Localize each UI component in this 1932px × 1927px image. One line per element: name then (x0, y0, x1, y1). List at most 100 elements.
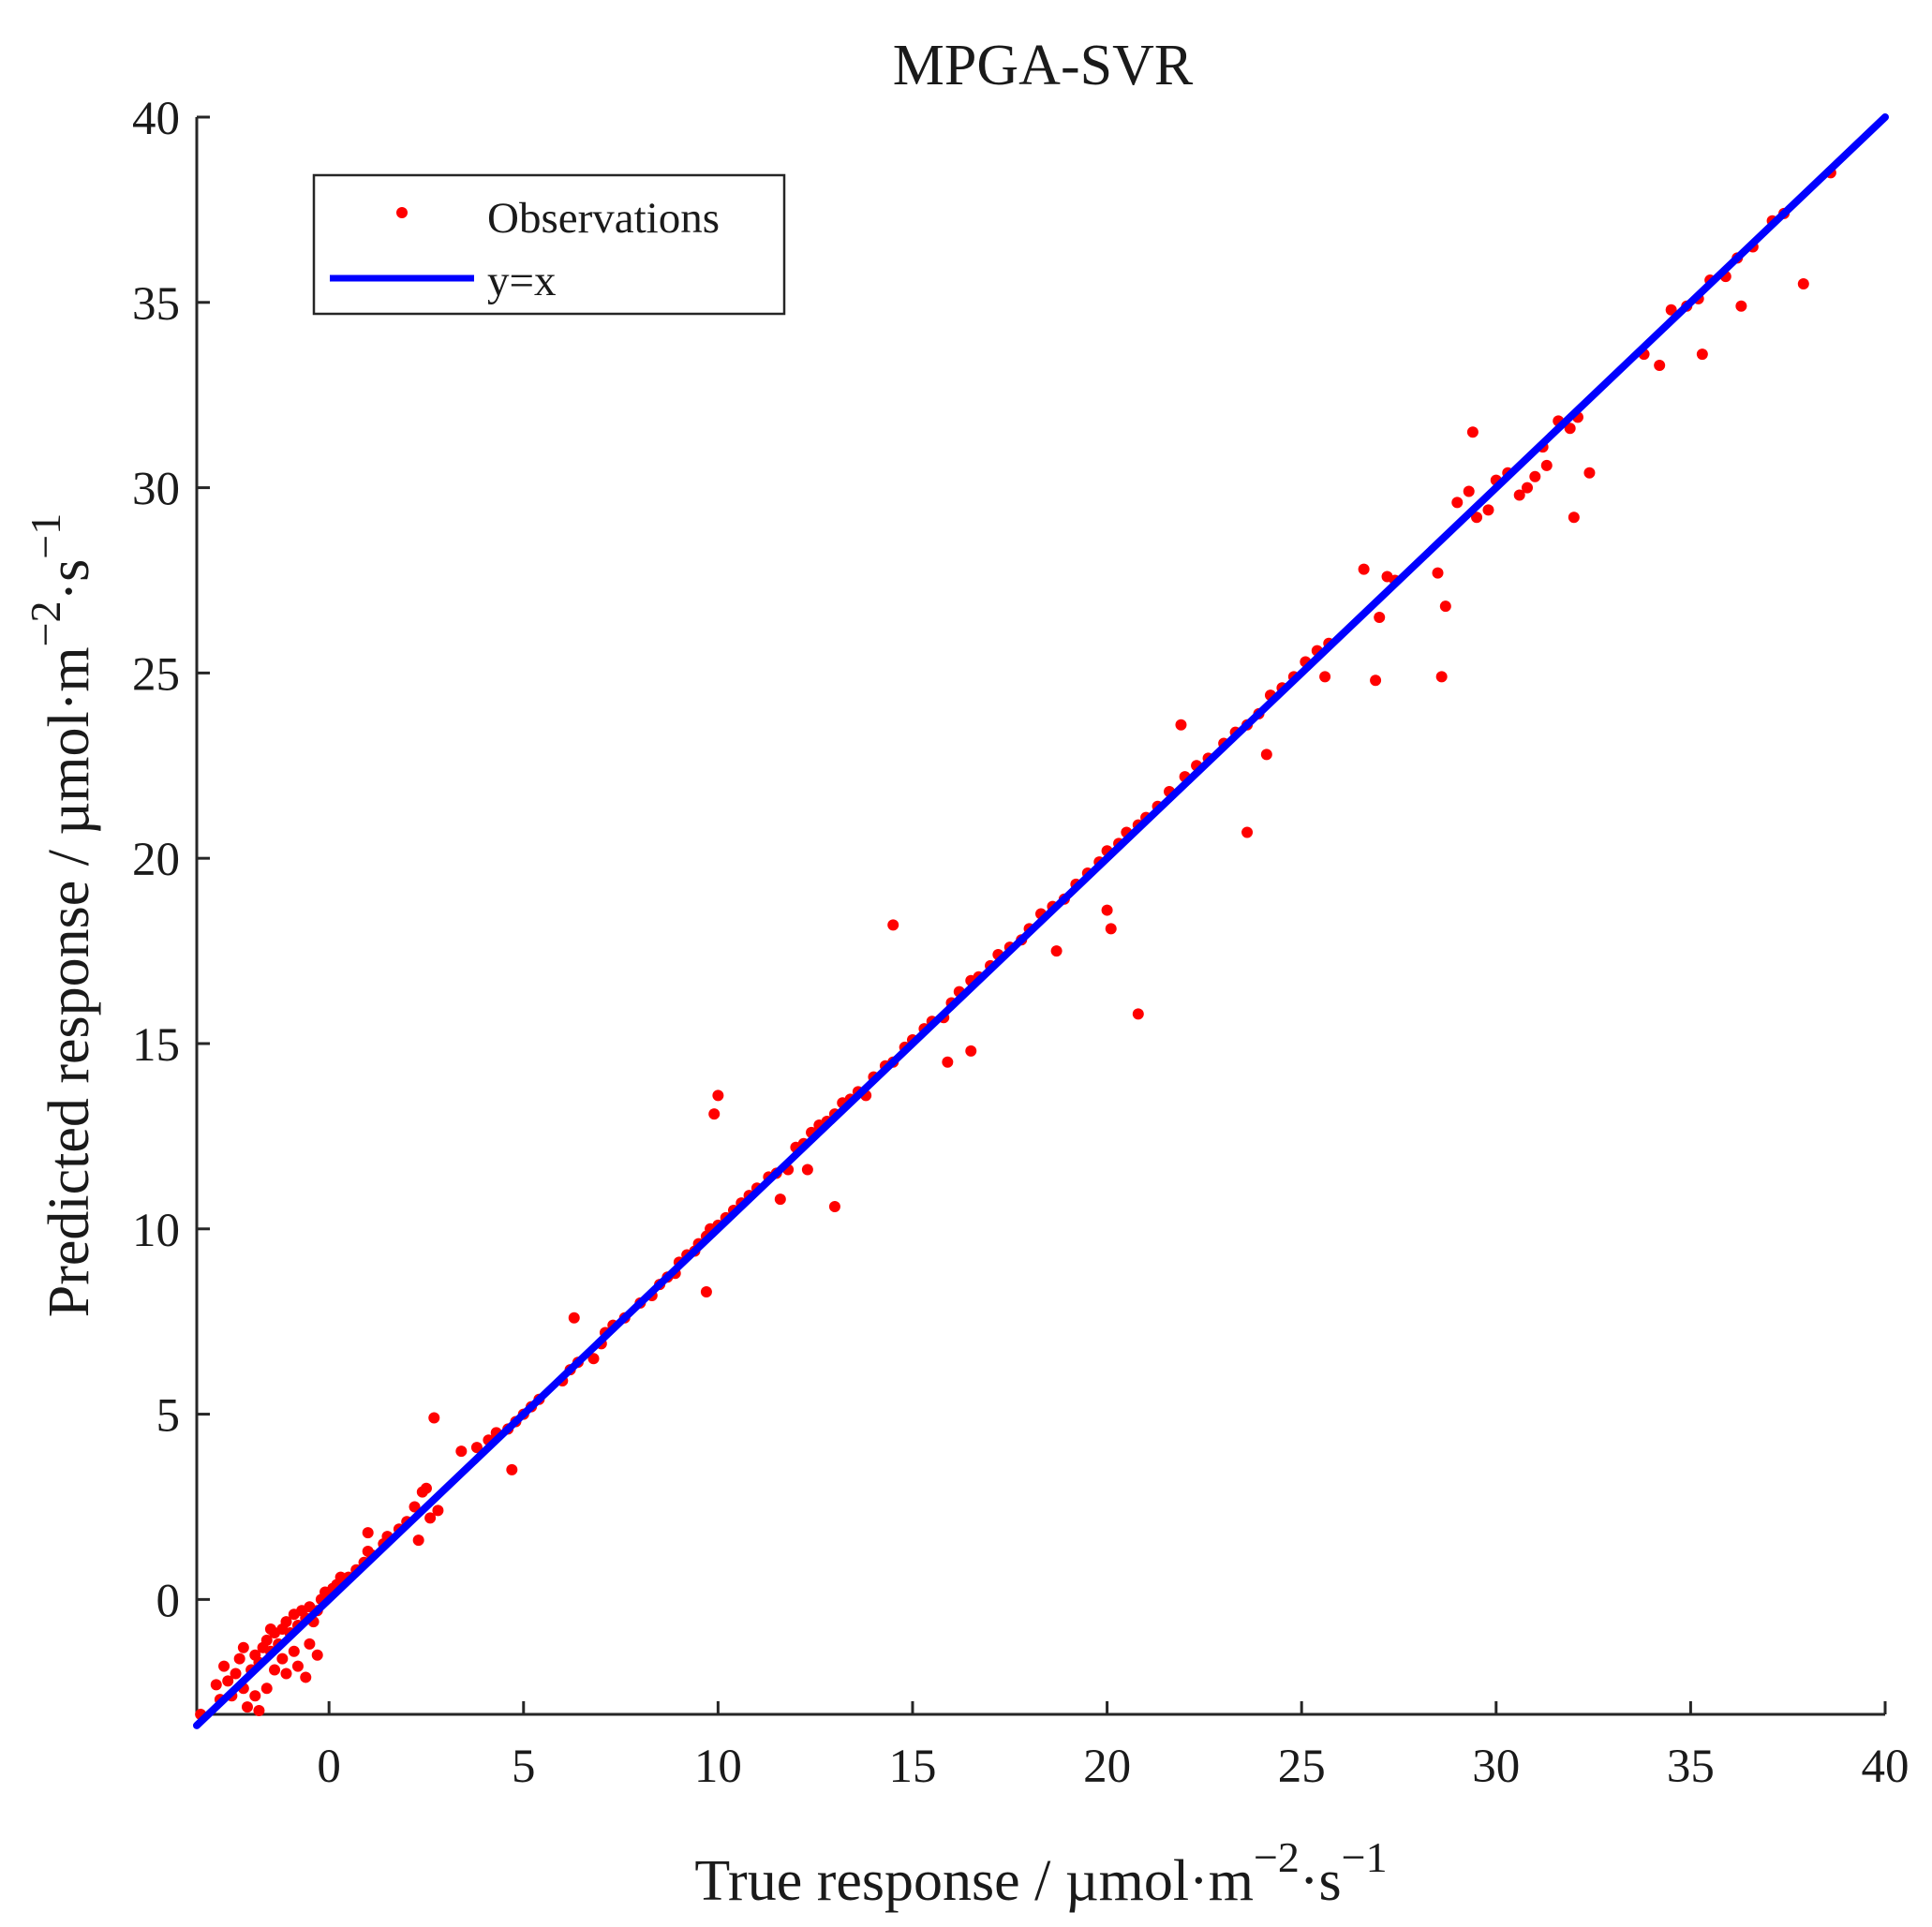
observation-point (965, 1045, 977, 1057)
x-tick-label: 15 (888, 1741, 936, 1793)
chart-title: MPGA-SVR (893, 34, 1194, 97)
observation-point (222, 1675, 234, 1687)
observation-point (1370, 674, 1382, 687)
y-tick-label: 5 (156, 1390, 181, 1443)
observation-point (942, 1056, 954, 1068)
observation-point (1050, 945, 1063, 957)
observation-point (1175, 719, 1187, 731)
x-tick-label: 5 (512, 1741, 536, 1793)
observation-point (280, 1668, 292, 1680)
observation-point (1319, 671, 1331, 683)
observation-point (774, 1193, 786, 1206)
identity-line-layer (193, 113, 1889, 1729)
observation-point (1374, 612, 1386, 624)
observation-point (230, 1668, 242, 1680)
legend-observations-label: Observations (487, 194, 720, 243)
observation-point (1665, 304, 1677, 316)
observation-point (712, 1089, 724, 1102)
observation-point (1260, 749, 1272, 761)
observation-point (1568, 511, 1580, 524)
x-tick-label: 30 (1472, 1741, 1520, 1793)
observation-point (291, 1660, 304, 1672)
observation-point (1529, 470, 1541, 482)
observation-point (1105, 923, 1117, 935)
x-ticks: 0 5 10 15 20 25 30 35 40 (317, 1701, 1910, 1793)
observation-point (1463, 485, 1475, 497)
x-tick-label: 25 (1278, 1741, 1326, 1793)
observation-point (1241, 826, 1254, 838)
observation-point (1471, 511, 1483, 524)
x-tick-label: 20 (1083, 1741, 1131, 1793)
observation-point (424, 1512, 437, 1524)
observation-point (587, 1353, 600, 1365)
observation-point (1466, 426, 1479, 438)
observation-point (1513, 489, 1525, 501)
y-axis-title: Predicted response / µmol·m−2·s−1 (22, 513, 101, 1318)
observation-point (1432, 567, 1444, 579)
observation-point (1435, 671, 1448, 683)
x-tick-label: 40 (1862, 1741, 1910, 1793)
observation-point (708, 1108, 721, 1120)
observation-point (470, 1442, 483, 1454)
observation-point (1439, 600, 1451, 613)
observation-point (1696, 348, 1708, 361)
observation-point (260, 1682, 273, 1695)
observation-point (288, 1645, 300, 1657)
x-axis-title-mid: ·s (1300, 1849, 1342, 1913)
x-tick-label: 10 (694, 1741, 742, 1793)
observation-point (280, 1616, 292, 1628)
legend-observations-marker (396, 207, 408, 218)
y-axis-title-main: Predicted response / µmol·m (37, 646, 101, 1317)
observation-point (218, 1660, 230, 1672)
y-axis-title-sup2: −1 (22, 513, 69, 559)
x-axis-title-main: True response / µmol·m (694, 1849, 1254, 1913)
observation-point (311, 1649, 323, 1661)
observation-point (1482, 504, 1494, 516)
observation-point (362, 1527, 374, 1539)
observation-point (1132, 1008, 1144, 1020)
x-axis-title: True response / µmol·m−2·s−1 (694, 1833, 1387, 1913)
y-tick-label: 15 (132, 1019, 180, 1072)
observation-point (241, 1701, 253, 1713)
observation-point (300, 1671, 312, 1683)
observation-point (801, 1164, 813, 1176)
observation-point (253, 1705, 265, 1717)
observation-point (1540, 459, 1553, 471)
observation-point (455, 1445, 468, 1458)
y-ticks: 0 5 10 15 20 25 30 35 40 (132, 93, 210, 1627)
x-tick-label: 35 (1667, 1741, 1715, 1793)
observation-point (1358, 563, 1370, 575)
legend: Observations y=x (312, 173, 786, 316)
y-axis-title-mid: ·s (37, 559, 101, 601)
y-tick-label: 40 (132, 93, 180, 145)
observation-point (828, 1201, 840, 1213)
observation-point (334, 1571, 347, 1583)
observation-point (1583, 467, 1596, 479)
observation-point (210, 1679, 222, 1691)
observation-point (1735, 300, 1747, 312)
observation-point (276, 1653, 289, 1665)
x-axis-title-sup1: −2 (1254, 1833, 1300, 1881)
legend-identity-line-label: y=x (487, 257, 557, 305)
observation-point (1654, 360, 1666, 372)
legend-box (312, 173, 786, 316)
y-tick-label: 35 (132, 278, 180, 331)
y-tick-label: 30 (132, 464, 180, 516)
y-tick-label: 0 (156, 1575, 181, 1627)
x-tick-label: 0 (317, 1741, 341, 1793)
observation-point (700, 1286, 712, 1298)
observation-point (409, 1501, 421, 1513)
observation-point (506, 1463, 518, 1475)
identity-line (193, 113, 1889, 1729)
observation-point (304, 1638, 316, 1650)
observation-point (1522, 482, 1534, 494)
x-axis-title-sup2: −1 (1342, 1833, 1388, 1881)
observation-point (233, 1653, 245, 1665)
observation-point (1101, 904, 1113, 916)
observation-point (1564, 422, 1576, 435)
observation-point (412, 1534, 424, 1547)
observation-point (237, 1641, 249, 1653)
y-tick-label: 20 (132, 834, 180, 886)
observation-point (269, 1664, 281, 1676)
